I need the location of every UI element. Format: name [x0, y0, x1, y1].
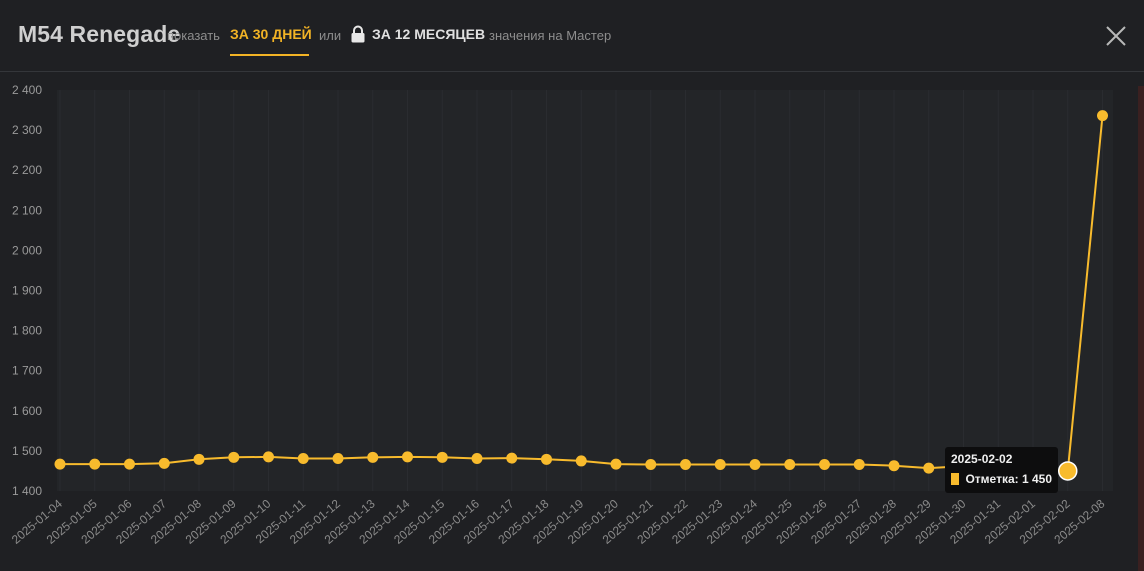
chart-tooltip: 2025-02-02 Отметка: 1 450	[945, 447, 1058, 493]
lock-icon	[351, 25, 365, 43]
tab-30-days[interactable]: ЗА 30 ДНЕЙ	[230, 26, 312, 42]
data-point[interactable]	[402, 451, 413, 463]
data-point[interactable]	[1058, 461, 1078, 481]
data-point[interactable]	[610, 458, 622, 470]
data-point[interactable]	[680, 459, 691, 471]
data-point[interactable]	[645, 459, 657, 471]
y-tick-label: 1 900	[12, 284, 42, 298]
data-point[interactable]	[1097, 110, 1108, 122]
close-icon[interactable]	[1104, 24, 1128, 48]
y-tick-label: 2 000	[12, 243, 42, 257]
data-point[interactable]	[228, 451, 240, 463]
data-point[interactable]	[923, 462, 935, 474]
data-point[interactable]	[297, 453, 309, 465]
data-point[interactable]	[193, 453, 205, 465]
show-label: показать	[167, 28, 220, 43]
data-point[interactable]	[158, 457, 170, 469]
y-tick-label: 2 200	[12, 163, 42, 177]
y-tick-label: 2 300	[12, 123, 42, 137]
modal-header: M54 Renegade показать ЗА 30 ДНЕЙ или ЗА …	[0, 0, 1144, 72]
tab-12-months[interactable]: ЗА 12 МЕСЯЦЕВ	[372, 26, 486, 42]
y-tick-label: 1 600	[12, 404, 42, 418]
data-point[interactable]	[575, 455, 587, 467]
data-point[interactable]	[541, 453, 552, 465]
item-title: M54 Renegade	[18, 21, 181, 47]
tooltip-date: 2025-02-02	[951, 452, 1013, 466]
note-label: значения на Мастер	[489, 28, 612, 43]
data-point[interactable]	[888, 460, 900, 472]
tooltip-swatch	[951, 473, 960, 485]
data-point[interactable]	[471, 453, 483, 465]
data-point[interactable]	[263, 451, 274, 463]
y-tick-label: 1 800	[12, 324, 42, 338]
tooltip-value: Отметка: 1 450	[965, 472, 1052, 486]
edge-strip	[1138, 86, 1144, 571]
data-point[interactable]	[784, 459, 796, 471]
data-point[interactable]	[89, 458, 101, 470]
data-point[interactable]	[853, 459, 865, 471]
data-point[interactable]	[124, 458, 135, 470]
data-point[interactable]	[332, 453, 344, 465]
y-tick-label: 2 100	[12, 203, 42, 217]
y-tick-label: 2 400	[12, 83, 42, 97]
data-point[interactable]	[54, 458, 66, 470]
active-tab-underline	[230, 54, 309, 56]
y-tick-label: 1 700	[12, 364, 42, 378]
data-point[interactable]	[714, 459, 726, 471]
data-point[interactable]	[819, 459, 830, 471]
or-label: или	[319, 28, 342, 43]
y-tick-label: 1 500	[12, 444, 42, 458]
data-point[interactable]	[506, 452, 518, 464]
data-point[interactable]	[367, 451, 379, 463]
plot-area	[57, 90, 1113, 491]
data-point[interactable]	[749, 459, 761, 471]
y-tick-label: 1 400	[12, 484, 42, 498]
data-point[interactable]	[436, 451, 448, 463]
